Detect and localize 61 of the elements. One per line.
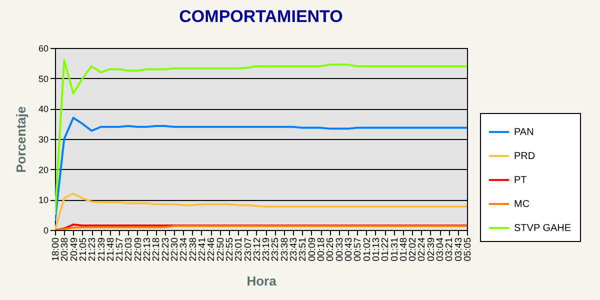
x-tick-label: 23:19 <box>261 238 272 262</box>
x-tick-label: 00:26 <box>325 238 336 262</box>
x-tick-label: 01:22 <box>380 238 392 262</box>
y-tick-label: 20 <box>38 164 48 175</box>
x-tick-label: 02:02 <box>408 238 419 262</box>
x-tick-label: 21:57 <box>114 238 126 262</box>
x-tick-label: 00:33 <box>334 238 346 262</box>
y-tick-label: 40 <box>38 104 48 114</box>
x-tick-label: 01:02 <box>362 238 373 262</box>
x-tick-label: 23:12 <box>252 238 263 262</box>
x-tick-label: 23:25 <box>270 238 282 262</box>
x-tick-label: 23:38 <box>279 238 290 262</box>
x-tick-label: 22:18 <box>151 238 162 262</box>
y-tick-label: 0 <box>43 226 48 236</box>
y-tick-label: 30 <box>38 134 48 144</box>
x-tick-label: 22:46 <box>206 238 218 262</box>
x-tick-label: 05:05 <box>462 238 474 262</box>
x-tick-label: 23:51 <box>298 238 309 262</box>
legend-label: PT <box>514 175 527 186</box>
x-tick-label: 21:05 <box>78 238 89 262</box>
x-tick-label: 01:31 <box>389 238 400 262</box>
x-tick-label: 00:43 <box>343 238 354 262</box>
legend-label: STVP GAHE <box>514 223 572 234</box>
x-tick-label: 22:30 <box>170 238 181 262</box>
x-tick-label: 03:21 <box>444 238 456 262</box>
x-tick-label: 00:09 <box>306 238 318 262</box>
x-tick-label: 22:34 <box>178 238 190 262</box>
y-tick-label: 50 <box>38 74 48 84</box>
x-tick-label: 22:23 <box>160 238 172 262</box>
y-axis-title: Porcentaje <box>13 106 28 173</box>
x-tick-label: 21:39 <box>96 238 108 262</box>
x-tick-label: 01:48 <box>398 238 410 262</box>
x-tick-label: 22:41 <box>196 238 208 262</box>
x-tick-label: 22:55 <box>224 238 236 262</box>
x-tick-label: 00:57 <box>352 238 364 262</box>
x-tick-label: 21:48 <box>105 238 116 262</box>
x-tick-label: 23:07 <box>242 238 254 262</box>
x-tick-label: 22:13 <box>142 238 154 262</box>
x-tick-label: 18:00 <box>50 238 62 262</box>
y-tick-label: 10 <box>38 195 48 206</box>
legend-label: MC <box>514 199 530 210</box>
x-tick-label: 20:49 <box>68 238 80 262</box>
x-tick-label: 00:18 <box>316 238 328 262</box>
x-tick-label: 02:39 <box>426 238 437 262</box>
x-tick-label: 02:24 <box>416 238 428 262</box>
chart-title: COMPORTAMIENTO <box>179 7 343 26</box>
y-tick-label: 60 <box>38 44 48 54</box>
x-tick-label: 03:04 <box>435 238 446 262</box>
x-tick-label: 21:23 <box>87 238 98 262</box>
x-axis-title: Hora <box>246 273 278 288</box>
x-tick-label: 03:43 <box>453 238 464 262</box>
legend-label: PAN <box>514 127 534 138</box>
x-tick-label: 20:38 <box>60 238 71 262</box>
x-tick-label: 23:01 <box>234 238 245 262</box>
x-tick-label: 01:13 <box>370 238 382 262</box>
x-tick-label: 22:03 <box>124 238 135 262</box>
x-tick-label: 23:43 <box>288 238 300 262</box>
x-tick-label: 22:38 <box>188 238 199 262</box>
x-tick-label: 22:50 <box>215 238 226 262</box>
x-tick-label: 22:09 <box>132 238 144 262</box>
legend-label: PRD <box>514 151 536 162</box>
